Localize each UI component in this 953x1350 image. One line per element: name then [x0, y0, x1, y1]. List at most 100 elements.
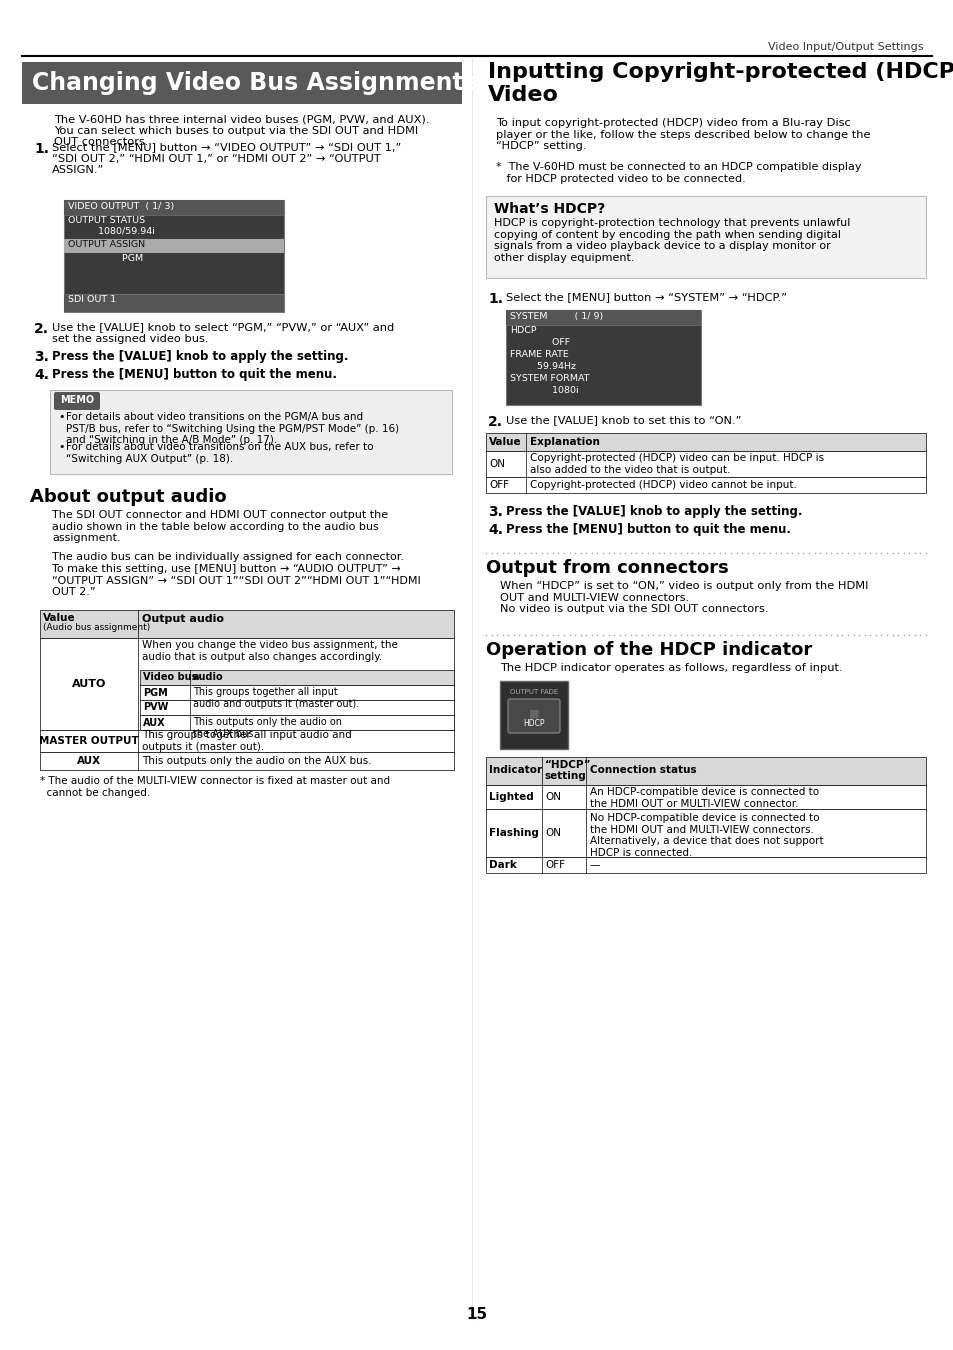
Bar — [40, 752, 454, 769]
Text: 4.: 4. — [488, 522, 502, 537]
Bar — [64, 239, 284, 252]
Text: 2.: 2. — [34, 323, 49, 336]
Text: PGM: PGM — [143, 687, 168, 698]
Text: Video: Video — [488, 85, 558, 105]
Bar — [485, 477, 925, 493]
Text: Explanation: Explanation — [530, 437, 599, 447]
Bar — [485, 433, 925, 451]
Bar — [140, 716, 454, 730]
FancyBboxPatch shape — [507, 699, 559, 733]
Text: Copyright-protected (HDCP) video can be input. HDCP is
also added to the video t: Copyright-protected (HDCP) video can be … — [530, 454, 823, 475]
Text: The SDI OUT connector and HDMI OUT connector output the
audio shown in the table: The SDI OUT connector and HDMI OUT conne… — [52, 510, 388, 543]
Text: audio: audio — [193, 672, 223, 683]
Bar — [505, 310, 700, 325]
Text: FRAME RATE: FRAME RATE — [510, 350, 568, 359]
Text: No HDCP-compatible device is connected to
the HDMI OUT and MULTI-VIEW connectors: No HDCP-compatible device is connected t… — [589, 813, 822, 857]
Bar — [485, 196, 925, 278]
Text: Indicator: Indicator — [489, 765, 541, 775]
Text: ■: ■ — [528, 709, 538, 720]
Text: OFF: OFF — [489, 481, 509, 490]
Text: Select the [MENU] button → “SYSTEM” → “HDCP.”: Select the [MENU] button → “SYSTEM” → “H… — [505, 292, 786, 302]
Text: Value: Value — [489, 437, 521, 447]
Text: Copyright-protected (HDCP) video cannot be input.: Copyright-protected (HDCP) video cannot … — [530, 481, 796, 490]
Text: Use the [VALUE] knob to select “PGM,” “PVW,” or “AUX” and
set the assigned video: Use the [VALUE] knob to select “PGM,” “P… — [52, 323, 394, 344]
Text: To make this setting, use [MENU] button → “AUDIO OUTPUT” →
“OUTPUT ASSIGN” → “SD: To make this setting, use [MENU] button … — [52, 564, 420, 597]
Text: MEMO: MEMO — [60, 396, 94, 405]
Bar — [64, 200, 284, 312]
Text: ON: ON — [544, 828, 560, 838]
Text: * The audio of the MULTI-VIEW connector is fixed at master out and
  cannot be c: * The audio of the MULTI-VIEW connector … — [40, 776, 390, 798]
Text: 1.: 1. — [34, 142, 49, 157]
Text: “HDCP”: “HDCP” — [544, 760, 591, 770]
Bar — [64, 294, 284, 312]
Text: Changing Video Bus Assignments: Changing Video Bus Assignments — [32, 72, 477, 94]
Bar — [40, 639, 454, 730]
Text: SDI OUT 1: SDI OUT 1 — [68, 296, 116, 304]
Text: 2.: 2. — [488, 414, 502, 429]
Text: The V-60HD has three internal video buses (PGM, PVW, and AUX).
You can select wh: The V-60HD has three internal video buse… — [54, 113, 429, 147]
Bar — [485, 809, 925, 857]
Text: PGM: PGM — [68, 254, 143, 263]
Text: An HDCP-compatible device is connected to
the HDMI OUT or MULTI-VIEW connector.: An HDCP-compatible device is connected t… — [589, 787, 819, 809]
Text: SYSTEM FORMAT: SYSTEM FORMAT — [510, 374, 589, 383]
Text: OUTPUT ASSIGN: OUTPUT ASSIGN — [68, 240, 145, 248]
Text: This outputs only the audio on
the AUX bus.: This outputs only the audio on the AUX b… — [193, 717, 341, 738]
Text: ON: ON — [489, 459, 504, 468]
Text: 3.: 3. — [488, 505, 502, 518]
Text: What’s HDCP?: What’s HDCP? — [494, 202, 604, 216]
Text: Value: Value — [43, 613, 75, 622]
Bar — [505, 310, 700, 405]
Text: HDCP: HDCP — [522, 720, 544, 728]
Text: This groups together all input audio and
outputs it (master out).: This groups together all input audio and… — [142, 730, 352, 752]
Text: This groups together all input
audio and outputs it (master out).: This groups together all input audio and… — [193, 687, 359, 709]
Text: Press the [VALUE] knob to apply the setting.: Press the [VALUE] knob to apply the sett… — [52, 350, 348, 363]
Text: 4.: 4. — [34, 369, 49, 382]
Text: SYSTEM         ( 1/ 9): SYSTEM ( 1/ 9) — [510, 312, 602, 321]
Text: AUX: AUX — [143, 717, 166, 728]
Text: Use the [VALUE] knob to set this to “ON.”: Use the [VALUE] knob to set this to “ON.… — [505, 414, 740, 425]
Text: About output audio: About output audio — [30, 487, 227, 506]
Text: *  The V-60HD must be connected to an HDCP compatible display
   for HDCP protec: * The V-60HD must be connected to an HDC… — [496, 162, 861, 184]
Bar — [140, 701, 454, 716]
Text: Output from connectors: Output from connectors — [485, 559, 728, 576]
Text: This outputs only the audio on the AUX bus.: This outputs only the audio on the AUX b… — [142, 756, 372, 765]
Text: Press the [VALUE] knob to apply the setting.: Press the [VALUE] knob to apply the sett… — [505, 505, 801, 518]
Text: 3.: 3. — [34, 350, 49, 365]
Text: 1080/59.94i: 1080/59.94i — [68, 227, 154, 236]
Text: Video bus: Video bus — [143, 672, 197, 683]
Text: OFF: OFF — [544, 860, 564, 869]
Text: (Audio bus assignment): (Audio bus assignment) — [43, 622, 150, 632]
Text: Select the [MENU] button → “VIDEO OUTPUT” → “SDI OUT 1,”
“SDI OUT 2,” “HDMI OUT : Select the [MENU] button → “VIDEO OUTPUT… — [52, 142, 401, 176]
Text: For details about video transitions on the PGM/A bus and
PST/B bus, refer to “Sw: For details about video transitions on t… — [66, 412, 398, 446]
Text: 15: 15 — [466, 1307, 487, 1322]
Text: MASTER OUTPUT: MASTER OUTPUT — [39, 736, 139, 747]
Bar — [64, 200, 284, 215]
Text: OFF: OFF — [510, 338, 570, 347]
Text: HDCP: HDCP — [510, 325, 536, 335]
Text: ON: ON — [544, 792, 560, 802]
Bar — [485, 784, 925, 809]
Text: VIDEO OUTPUT  ( 1/ 3): VIDEO OUTPUT ( 1/ 3) — [68, 202, 174, 211]
Text: Lighted: Lighted — [489, 792, 533, 802]
Bar — [40, 610, 454, 639]
Text: Output audio: Output audio — [142, 614, 224, 624]
Text: Inputting Copyright-protected (HDCP): Inputting Copyright-protected (HDCP) — [488, 62, 953, 82]
Text: Press the [MENU] button to quit the menu.: Press the [MENU] button to quit the menu… — [52, 369, 336, 381]
Text: To input copyright-protected (HDCP) video from a Blu-ray Disc
player or the like: To input copyright-protected (HDCP) vide… — [496, 117, 869, 151]
Text: Press the [MENU] button to quit the menu.: Press the [MENU] button to quit the menu… — [505, 522, 790, 536]
Text: setting: setting — [544, 771, 586, 782]
Bar — [485, 857, 925, 873]
Text: Video Input/Output Settings: Video Input/Output Settings — [768, 42, 923, 53]
Bar — [40, 730, 454, 752]
Text: When you change the video bus assignment, the
audio that is output also changes : When you change the video bus assignment… — [142, 640, 397, 662]
Text: 1.: 1. — [488, 292, 502, 306]
Text: AUTO: AUTO — [71, 679, 106, 688]
Text: Dark: Dark — [489, 860, 517, 869]
Bar — [485, 451, 925, 477]
Text: 1080i: 1080i — [510, 386, 578, 396]
Text: Operation of the HDCP indicator: Operation of the HDCP indicator — [485, 641, 811, 659]
Bar — [485, 757, 925, 784]
Text: For details about video transitions on the AUX bus, refer to
“Switching AUX Outp: For details about video transitions on t… — [66, 441, 374, 463]
Text: OUTPUT FADE: OUTPUT FADE — [509, 688, 558, 695]
Bar — [22, 62, 461, 104]
